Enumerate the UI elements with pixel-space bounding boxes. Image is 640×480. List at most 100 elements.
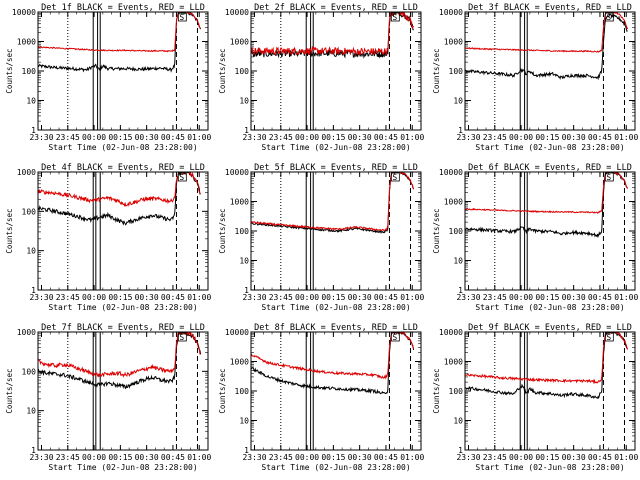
x-tick-label: 00:45 <box>374 453 398 462</box>
series-events-line <box>251 172 414 235</box>
y-tick-label: 1000 <box>230 358 249 367</box>
x-axis-title: Start Time (02-Jun-08 23:28:00) <box>48 303 197 312</box>
y-axis-title: Counts/sec <box>5 368 14 413</box>
y-tick-label: 1000 <box>17 168 36 177</box>
series-events-line <box>251 332 415 395</box>
chart-title: Det 7f BLACK = Events, RED = LLD <box>41 323 205 333</box>
y-tick-label: 10 <box>26 407 36 416</box>
peak-marker-label: S <box>606 173 611 182</box>
peak-marker-label: S <box>392 173 397 182</box>
series-lld-line <box>465 332 629 385</box>
x-axis-title: Start Time (02-Jun-08 23:28:00) <box>48 463 197 472</box>
y-tick-label: 100 <box>22 67 37 76</box>
x-tick-label: 00:15 <box>108 133 132 142</box>
y-tick-label: 1 <box>458 446 463 455</box>
y-tick-label: 1000 <box>444 198 463 207</box>
y-tick-label: 100 <box>235 387 250 396</box>
x-tick-label: 23:30 <box>456 133 480 142</box>
y-tick-label: 1 <box>31 286 36 295</box>
series-events-line <box>465 332 628 400</box>
peak-marker-label: S <box>606 13 611 22</box>
plot-frame <box>37 171 209 291</box>
x-tick-label: 23:45 <box>483 133 507 142</box>
x-tick-label: 00:15 <box>108 453 132 462</box>
peak-marker-label: S <box>179 333 184 342</box>
peak-marker-box <box>177 12 187 22</box>
series-lld-line <box>251 332 415 380</box>
y-tick-label: 10000 <box>439 328 463 337</box>
x-axis-title: Start Time (02-Jun-08 23:28:00) <box>475 143 624 152</box>
series-lld-line <box>465 172 629 214</box>
y-axis-title: Counts/sec <box>218 368 227 413</box>
x-axis-title: Start Time (02-Jun-08 23:28:00) <box>475 463 624 472</box>
chart-title: Det 1f BLACK = Events, RED = LLD <box>41 3 205 13</box>
x-tick-label: 01:00 <box>614 133 638 142</box>
chart-panel-9: Det 9f BLACK = Events, RED = LLD 1 10 100 10… <box>432 323 638 472</box>
chart-title: Det 4f BLACK = Events, RED = LLD <box>41 163 205 173</box>
y-tick-label: 1000 <box>17 38 36 47</box>
x-tick-label: 01:00 <box>614 453 638 462</box>
y-tick-label: 100 <box>449 387 464 396</box>
x-tick-label: 00:00 <box>509 453 533 462</box>
y-tick-label: 1 <box>244 286 249 295</box>
y-tick-label: 10 <box>453 257 463 266</box>
y-tick-label: 10 <box>26 247 36 256</box>
x-tick-label: 00:45 <box>161 293 185 302</box>
x-tick-label: 00:00 <box>509 133 533 142</box>
x-tick-label: 23:45 <box>269 133 293 142</box>
peak-marker-box <box>390 172 400 182</box>
plot-frame <box>464 171 636 291</box>
plot-frame <box>250 11 422 131</box>
x-tick-label: 01:00 <box>400 133 424 142</box>
x-tick-label: 00:45 <box>588 453 612 462</box>
y-tick-label: 100 <box>449 67 464 76</box>
y-axis-title: Counts/sec <box>432 208 441 253</box>
peak-marker-box <box>177 332 187 342</box>
peak-marker-label: S <box>606 333 611 342</box>
x-tick-label: 01:00 <box>614 293 638 302</box>
x-tick-label: 23:30 <box>29 453 53 462</box>
y-tick-label: 10 <box>239 97 249 106</box>
series-lld-line <box>38 172 201 207</box>
plot-frame <box>37 11 209 131</box>
x-tick-label: 23:45 <box>269 453 293 462</box>
x-tick-label: 00:45 <box>374 293 398 302</box>
x-tick-label: 23:30 <box>242 133 266 142</box>
chart-title: Det 5f BLACK = Events, RED = LLD <box>254 163 418 173</box>
y-tick-label: 1000 <box>230 38 249 47</box>
y-tick-label: 10000 <box>225 168 249 177</box>
x-tick-label: 00:15 <box>535 453 559 462</box>
series-lld-line <box>251 12 414 57</box>
chart-title: Det 3f BLACK = Events, RED = LLD <box>468 3 632 13</box>
peak-marker-label: S <box>392 13 397 22</box>
y-tick-label: 100 <box>235 227 250 236</box>
x-axis-title: Start Time (02-Jun-08 23:28:00) <box>261 143 410 152</box>
x-tick-label: 00:30 <box>348 133 372 142</box>
peak-marker-box <box>177 172 187 182</box>
x-tick-label: 00:45 <box>161 133 185 142</box>
x-tick-label: 00:15 <box>108 293 132 302</box>
y-tick-label: 10000 <box>439 168 463 177</box>
peak-marker-box <box>390 12 400 22</box>
x-tick-label: 23:45 <box>56 133 80 142</box>
x-tick-label: 23:45 <box>483 453 507 462</box>
x-tick-label: 23:30 <box>456 453 480 462</box>
x-tick-label: 00:15 <box>535 293 559 302</box>
x-tick-label: 00:30 <box>562 133 586 142</box>
chart-panel-6: Det 6f BLACK = Events, RED = LLD 1 10 100 10… <box>432 163 638 312</box>
y-tick-label: 1 <box>458 286 463 295</box>
chart-panel-5: Det 5f BLACK = Events, RED = LLD 1 10 100 10… <box>218 163 424 312</box>
chart-panel-7: Det 7f BLACK = Events, RED = LLD 1 10 100 10… <box>5 323 211 472</box>
peak-marker-label: S <box>179 173 184 182</box>
series-events-line <box>465 172 628 238</box>
y-tick-label: 100 <box>235 67 250 76</box>
x-tick-label: 00:00 <box>295 133 319 142</box>
series-lld-line <box>251 172 415 232</box>
series-lld-line <box>465 12 629 53</box>
x-tick-label: 00:30 <box>348 293 372 302</box>
chart-panel-1: Det 1f BLACK = Events, RED = LLD 1 10 100 10… <box>5 3 211 152</box>
x-tick-label: 00:00 <box>295 293 319 302</box>
y-axis-title: Counts/sec <box>218 48 227 93</box>
